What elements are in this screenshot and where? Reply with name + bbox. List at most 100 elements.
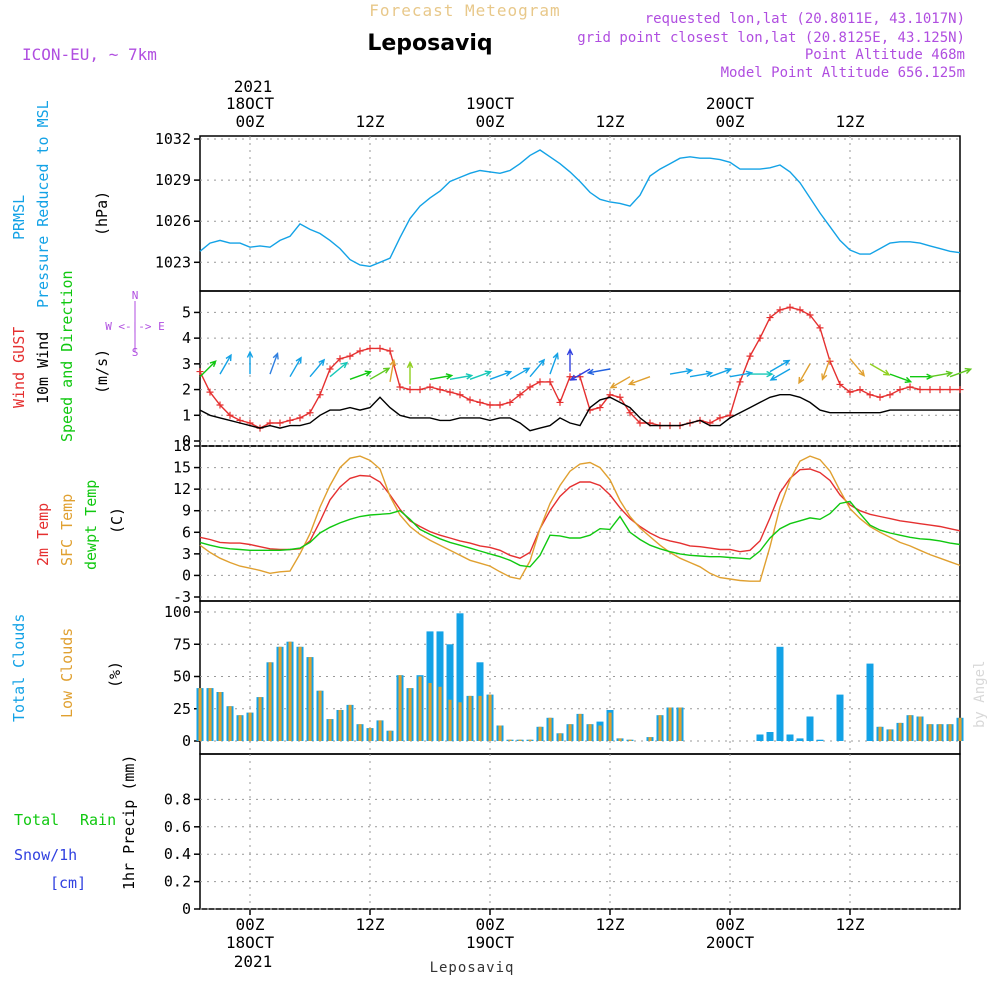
precip-panel: 0 0.2 0.4 0.6 0.8 — [164, 753, 961, 918]
low-cloud-bar — [348, 704, 352, 741]
low-cloud-bar — [388, 730, 392, 741]
top-date-label: 20OCT — [706, 94, 755, 113]
low-cloud-bar — [558, 733, 562, 741]
low-cloud-bar — [498, 725, 502, 741]
gust-marker — [386, 347, 394, 355]
bottom-date-label: 19OCT — [466, 933, 515, 952]
pressure-ytick-label: 1023 — [155, 253, 191, 271]
precip-unit: 1hr Precip (mm) — [120, 755, 138, 890]
low-cloud-bar — [428, 683, 432, 741]
gust-marker — [746, 352, 754, 360]
gust-marker — [306, 409, 314, 417]
wind-arrow — [729, 370, 754, 378]
gust-marker — [886, 391, 894, 399]
low-cloud-bar — [888, 729, 892, 741]
low-cloud-bar — [358, 724, 362, 741]
wind-arrow — [709, 367, 733, 378]
wind-arrow — [369, 367, 391, 380]
gust-marker — [486, 401, 494, 409]
gust-marker — [786, 303, 794, 311]
wind-arrow — [289, 356, 302, 378]
gust-marker — [916, 386, 924, 394]
total-cloud-bar — [836, 694, 844, 741]
pressure-ytick-label: 1026 — [155, 212, 191, 230]
gust-marker — [936, 386, 944, 394]
gust-marker — [596, 404, 604, 412]
low-cloud-bar — [408, 688, 412, 741]
low-cloud-bar — [218, 692, 222, 741]
bottom-hour-label: 12Z — [836, 915, 865, 934]
low-cloud-bar — [918, 716, 922, 741]
pressure-ytick-label: 1032 — [155, 130, 191, 148]
total-cloud-bar — [436, 631, 444, 741]
clouds-panel: 0 25 50 75 100 — [164, 600, 964, 755]
gust-marker — [466, 396, 474, 404]
wind-ytick-label: 2 — [182, 381, 191, 399]
top-hour-label: 00Z — [716, 112, 745, 131]
low-cloud-bar — [308, 657, 312, 741]
snow-unit-label: [cm] — [50, 874, 86, 892]
low-cloud-bar — [328, 719, 332, 741]
wind-arrow — [769, 368, 791, 381]
low-cloud-bar — [488, 694, 492, 741]
wind-arrow — [549, 351, 559, 375]
wind-arrow — [569, 368, 591, 381]
gust-marker — [876, 393, 884, 401]
low-cloud-bar — [598, 725, 602, 741]
wind-arrow — [529, 358, 546, 378]
total-cloud-bar — [766, 732, 774, 741]
top-date-label: 19OCT — [466, 94, 515, 113]
gust-marker — [326, 365, 334, 373]
sfc-label: SFC Temp — [58, 494, 76, 566]
gust-marker — [856, 386, 864, 394]
wind-arrow — [566, 347, 574, 372]
clouds-ytick-label: 50 — [173, 668, 191, 686]
temperature-dewpt-temp-line — [199, 500, 961, 568]
wind-arrow — [609, 376, 631, 389]
wind-arrow — [509, 367, 531, 380]
gust-marker — [736, 378, 744, 386]
pressure-ytick-label: 1029 — [155, 171, 191, 189]
clouds-ytick-label: 25 — [173, 700, 191, 718]
gust-marker — [556, 398, 564, 406]
gust-marker — [716, 414, 724, 422]
bottom-hour-label: 12Z — [596, 915, 625, 934]
precip-labels: Total Rain Snow/1h [cm] 1hr Precip (mm) — [14, 755, 138, 892]
low-cloud-bar — [618, 738, 622, 741]
gust-marker — [866, 391, 874, 399]
wind-arrow — [798, 363, 811, 385]
gust-marker — [356, 347, 364, 355]
gust-marker — [616, 393, 624, 401]
wind-panel: 0 1 2 3 4 5 — [182, 290, 973, 450]
wind-arrow — [750, 370, 774, 378]
low-cloud-bar — [198, 688, 202, 741]
top-year: 2021 — [234, 77, 273, 96]
total-cloud-bar — [756, 734, 764, 741]
wind-arrow — [309, 358, 326, 378]
wind-arrow — [406, 360, 414, 385]
low-cloud-bar — [538, 726, 542, 741]
gust-marker — [366, 344, 374, 352]
temperature-ytick-label: 15 — [173, 459, 191, 477]
wind-labels: Wind GUST 10m Wind Speed and Direction (… — [10, 270, 165, 442]
gust-marker — [226, 411, 234, 419]
low-cloud-bar — [548, 717, 552, 741]
wind-arrow — [949, 367, 973, 378]
total-cloud-bar — [786, 734, 794, 741]
gust-marker — [216, 401, 224, 409]
low-cloud-bar — [248, 712, 252, 741]
wind-arrow — [821, 358, 831, 381]
wind-arrow — [269, 351, 279, 375]
model-altitude: Model Point Altitude 656.125m — [721, 65, 965, 81]
cloud-labels: Total Clouds Low Clouds (%) — [10, 614, 124, 722]
wind-arrow — [849, 358, 866, 377]
low-cloud-bar — [368, 728, 372, 741]
temp-labels: 2m Temp SFC Temp dewpt Temp (C) — [34, 480, 126, 570]
low-cloud-bar — [528, 739, 532, 741]
bottom-date-label: 20OCT — [706, 933, 755, 952]
total-cloud-bar — [776, 646, 784, 741]
gust-marker — [406, 386, 414, 394]
rain-label: Rain — [80, 811, 116, 829]
gust-marker — [766, 314, 774, 322]
